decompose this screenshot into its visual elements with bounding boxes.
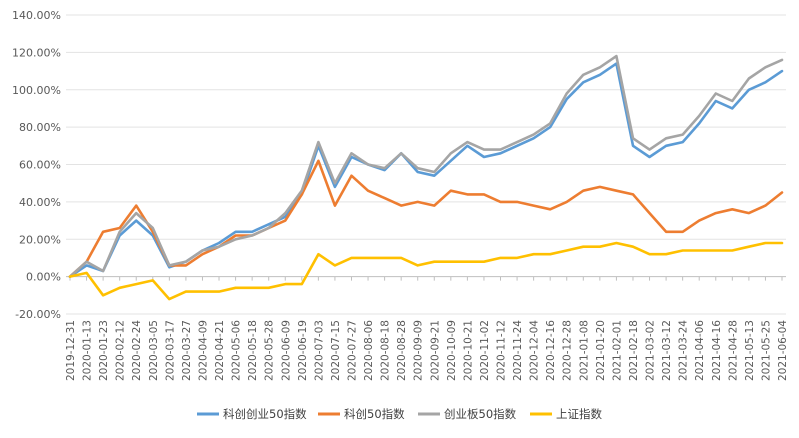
x-tick-label: 2020-08-06 (363, 320, 375, 381)
x-tick-label: 2020-07-15 (330, 320, 342, 381)
x-tick-label: 2020-11-12 (496, 320, 508, 381)
legend: 科创创业50指数 科创50指数 创业板50指数 上证指数 (197, 407, 602, 421)
x-tick-label: 2021-02-18 (628, 320, 640, 381)
series-line-1 (68, 159, 784, 278)
x-tick-label: 2020-10-21 (462, 320, 474, 381)
x-tick-label: 2020-11-02 (479, 320, 491, 381)
legend-label: 上证指数 (556, 407, 602, 421)
x-tick-label: 2020-11-24 (512, 320, 524, 381)
x-tick-label: 2020-07-27 (346, 320, 358, 381)
x-tick-label: 2021-06-04 (777, 320, 789, 381)
x-tick-label: 2021-02-01 (611, 320, 623, 381)
y-tick-label: 20.00% (19, 233, 61, 246)
x-tick-label: 2021-05-25 (760, 320, 772, 381)
y-tick-label: 100.00% (12, 84, 61, 97)
y-tick-label: 40.00% (19, 196, 61, 209)
x-tick-label: 2020-06-19 (297, 320, 309, 381)
gridlines (66, 14, 786, 315)
x-tick-label: 2020-03-05 (148, 320, 160, 381)
x-tick-label: 2020-02-12 (115, 320, 127, 381)
x-tick-label: 2020-04-09 (197, 320, 209, 381)
y-tick-label: 60.00% (19, 159, 61, 172)
x-tick-label: 2021-03-02 (645, 320, 657, 381)
x-tick-label: 2020-05-18 (247, 320, 259, 381)
x-tick-label: 2020-03-27 (181, 320, 193, 381)
y-tick-label: 140.00% (12, 9, 61, 22)
y-tick-label: 120.00% (12, 46, 61, 59)
y-tick-label: 0.00% (26, 271, 61, 284)
legend-label: 创业板50指数 (444, 407, 517, 421)
x-tick-label: 2020-01-23 (98, 320, 110, 381)
x-tick-label: 2020-07-03 (313, 320, 325, 381)
x-tick-label: 2020-04-21 (214, 320, 226, 381)
x-tick-label: 2020-02-24 (131, 320, 143, 381)
x-tick-label: 2021-03-12 (661, 320, 673, 381)
legend-label: 科创50指数 (344, 407, 405, 421)
y-tick-label: 80.00% (19, 121, 61, 134)
x-tick-label: 2019-12-31 (65, 320, 77, 381)
series-lines (68, 54, 784, 301)
x-axis-ticks: 2019-12-31 2020-01-13 2020-01-23 2020-02-12… (65, 276, 789, 381)
series-line-2 (68, 54, 784, 278)
x-tick-label: 2020-12-04 (529, 320, 541, 381)
x-tick-label: 2020-09-09 (413, 320, 425, 381)
x-tick-label: 2021-04-06 (694, 320, 706, 381)
x-tick-label: 2020-05-28 (264, 320, 276, 381)
y-axis-ticks: -20.00% 0.00% 20.00% 40.00% 60.00% 80.00% 100.… (12, 9, 61, 321)
series-line-3 (68, 241, 784, 301)
x-tick-label: 2021-01-08 (578, 320, 590, 381)
x-tick-label: 2020-08-28 (396, 320, 408, 381)
x-tick-label: 2021-04-28 (727, 320, 739, 381)
x-tick-label: 2020-08-18 (380, 320, 392, 381)
x-tick-label: 2020-12-16 (545, 320, 557, 381)
legend-label: 科创创业50指数 (223, 407, 307, 421)
x-tick-label: 2020-10-09 (446, 320, 458, 381)
x-tick-label: 2020-09-21 (429, 320, 441, 381)
x-tick-label: 2020-03-17 (164, 320, 176, 381)
x-tick-label: 2020-05-06 (231, 320, 243, 381)
x-tick-label: 2021-01-20 (595, 320, 607, 381)
x-tick-label: 2020-01-13 (82, 320, 94, 381)
x-tick-label: 2020-12-28 (562, 320, 574, 381)
x-tick-label: 2021-03-24 (678, 320, 690, 381)
y-tick-label: -20.00% (15, 308, 61, 321)
x-tick-label: 2021-04-16 (711, 320, 723, 381)
x-tick-label: 2021-05-13 (744, 320, 756, 381)
x-tick-label: 2020-06-09 (280, 320, 292, 381)
